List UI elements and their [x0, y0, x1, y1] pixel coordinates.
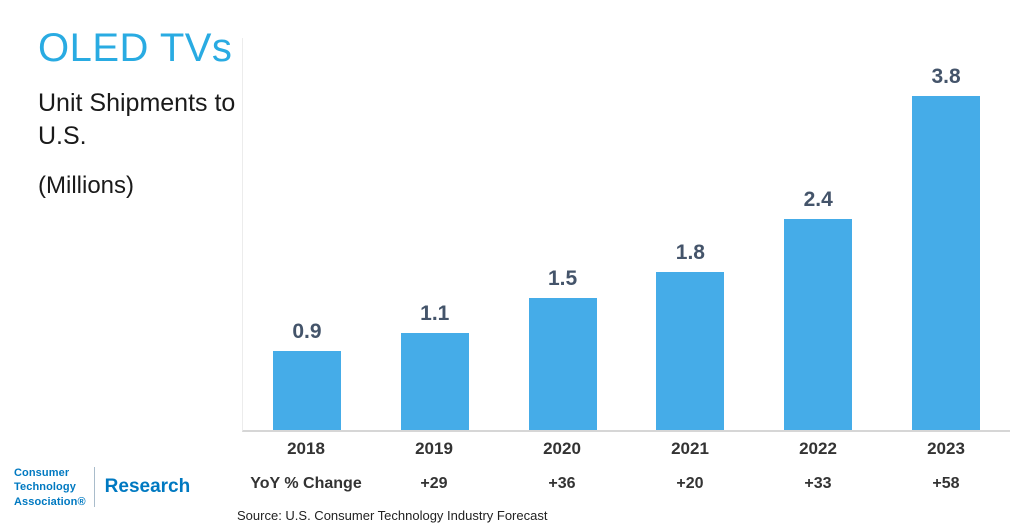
cta-research-logo: Consumer Technology Association® Researc… — [14, 466, 190, 509]
bar-2018 — [272, 350, 341, 430]
source-note: Source: U.S. Consumer Technology Industr… — [237, 508, 548, 523]
plot-area: 0.9 1.1 1.5 1.8 2.4 3.8 — [242, 38, 1010, 432]
x-axis-labels: 2018 2019 2020 2021 2022 2023 — [242, 439, 1010, 459]
yoy-value-2020: +36 — [548, 475, 576, 492]
page-title: OLED TVs — [38, 26, 233, 70]
yoy-row: YoY % Change +29 +36 +20 +33 +58 — [242, 475, 1010, 493]
x-axis-label-2018: 2018 — [287, 439, 325, 458]
bar-value-label: 2.4 — [803, 187, 833, 211]
bar-value-label: 1.1 — [420, 302, 450, 326]
bar-value-label: 1.8 — [675, 240, 705, 264]
chart-subtitle: Unit Shipments to U.S. — [38, 89, 236, 150]
yoy-row-label: YoY % Change — [250, 475, 362, 492]
bar-2022 — [784, 218, 853, 430]
bar-column-2019: 1.1 — [371, 302, 499, 430]
units-label: (Millions) — [38, 172, 134, 199]
x-axis-label-2021: 2021 — [671, 439, 709, 458]
bar-column-2021: 1.8 — [626, 241, 754, 430]
cta-logo-text: Consumer Technology Association® — [14, 466, 86, 509]
bar-column-2022: 2.4 — [754, 188, 882, 430]
yoy-value-2023: +58 — [932, 475, 960, 492]
bar-2020 — [528, 298, 597, 430]
bar-column-2020: 1.5 — [499, 267, 627, 430]
yoy-value-2021: +20 — [676, 475, 704, 492]
logo-research-label: Research — [104, 476, 191, 498]
logo-line-consumer: Consumer — [14, 467, 70, 479]
logo-line-association: Association® — [14, 495, 86, 508]
bar-value-label: 0.9 — [292, 319, 322, 343]
bar-value-label: 3.8 — [931, 64, 961, 88]
x-axis-label-2023: 2023 — [927, 439, 965, 458]
chart-header: OLED TVs Unit Shipments to U.S. (Million… — [38, 26, 253, 200]
yoy-value-2019: +29 — [420, 475, 448, 492]
x-axis-label-2022: 2022 — [799, 439, 837, 458]
x-axis-label-2019: 2019 — [415, 439, 453, 458]
bar-value-label: 1.5 — [547, 267, 578, 290]
bar-2021 — [656, 271, 725, 430]
bar-chart: 0.9 1.1 1.5 1.8 2.4 3.8 2018 2019 2020 2021 2022 2… — [242, 38, 1010, 493]
bar-2019 — [400, 333, 469, 430]
x-axis-label-2020: 2020 — [543, 439, 581, 458]
yoy-value-2022: +33 — [804, 475, 832, 492]
bar-column-2018: 0.9 — [243, 320, 371, 430]
logo-line-technology: Technology — [14, 481, 76, 494]
bar-column-2023: 3.8 — [882, 65, 1010, 430]
logo-divider — [93, 467, 95, 508]
bar-2023 — [912, 95, 981, 430]
